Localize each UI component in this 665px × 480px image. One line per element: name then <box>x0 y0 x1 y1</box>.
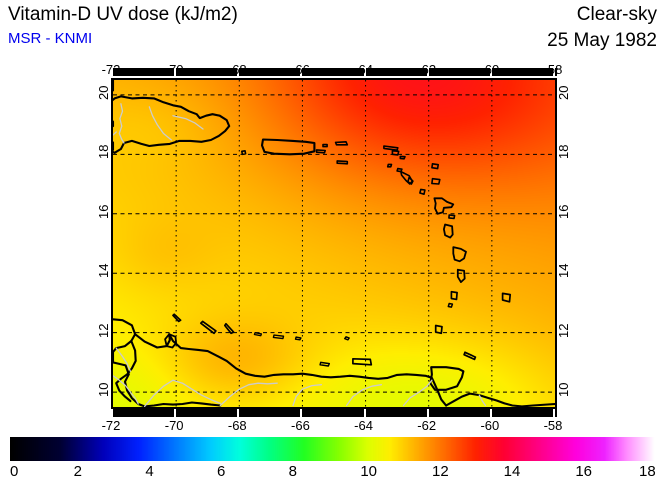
axis-tick <box>174 68 177 76</box>
axis-label-longitude-bottom: -64 <box>354 418 373 433</box>
axis-tick <box>489 409 492 417</box>
colorbar <box>10 437 655 461</box>
internal-borders-layer <box>113 103 487 407</box>
colorbar-tick-label: 10 <box>360 463 378 480</box>
colorbar-tick-label: 6 <box>217 463 226 480</box>
axis-label-longitude-bottom: -68 <box>227 418 247 433</box>
axis-tick <box>426 409 429 417</box>
axis-label-longitude-bottom: -70 <box>164 418 184 433</box>
axis-label-latitude-right: 16 <box>556 204 571 219</box>
coastline-layer <box>113 80 555 407</box>
map-plot-area <box>111 78 557 409</box>
date-label: 25 May 1982 <box>547 30 657 51</box>
colorbar-tick-label: 14 <box>503 463 521 480</box>
axis-tick <box>363 409 366 417</box>
axis-label-longitude-top: -72 <box>101 62 121 77</box>
colorbar-tick-label: 18 <box>639 463 656 480</box>
axis-tick <box>363 68 366 76</box>
axis-label-longitude-bottom: -60 <box>480 418 500 433</box>
axis-tick <box>237 409 240 417</box>
axis-label-latitude-left: 12 <box>96 323 111 338</box>
colorbar-tick-label: 16 <box>575 463 593 480</box>
axis-label-latitude-left: 16 <box>96 204 111 219</box>
axis-tick <box>300 409 303 417</box>
axis-label-longitude-top: -62 <box>417 62 437 77</box>
axis-bottom-ticks <box>111 409 557 417</box>
axis-label-latitude-left: 10 <box>96 382 111 398</box>
map-overlay-layer <box>113 80 555 407</box>
axis-label-longitude-top: -64 <box>354 62 373 77</box>
axis-label-longitude-top: -66 <box>291 62 310 77</box>
axis-label-longitude-top: -68 <box>227 62 247 77</box>
axis-label-longitude-top: -70 <box>164 62 184 77</box>
axis-label-longitude-top: -58 <box>543 62 563 77</box>
colorbar-tick-label: 8 <box>288 463 297 480</box>
axis-label-latitude-left: 18 <box>96 145 111 160</box>
axis-tick <box>553 409 555 417</box>
axis-tick <box>174 409 177 417</box>
axis-label-longitude-bottom: -58 <box>543 418 563 433</box>
axis-label-longitude-bottom: -72 <box>101 418 121 433</box>
axis-tick <box>553 68 555 76</box>
axis-label-latitude-right: 12 <box>556 323 571 338</box>
axis-tick <box>300 68 303 76</box>
colorbar-tick-label: 2 <box>73 463 82 480</box>
axis-label-longitude-bottom: -62 <box>417 418 437 433</box>
page-title: Vitamin-D UV dose (kJ/m2) <box>8 4 238 25</box>
axis-label-longitude-top: -60 <box>480 62 500 77</box>
axis-label-latitude-left: 20 <box>96 85 111 101</box>
colorbar-tick-label: 4 <box>145 463 154 480</box>
axis-label-latitude-left: 14 <box>96 263 111 279</box>
axis-tick <box>111 409 113 417</box>
map-gridlines <box>113 80 555 407</box>
axis-label-latitude-right: 20 <box>556 85 571 101</box>
axis-tick <box>237 68 240 76</box>
axis-label-latitude-right: 10 <box>556 382 571 398</box>
axis-tick <box>489 68 492 76</box>
uv-dose-heatmap <box>113 80 555 407</box>
axis-label-latitude-right: 18 <box>556 145 571 160</box>
sky-condition-label: Clear-sky <box>576 4 657 25</box>
colorbar-tick-label: 12 <box>432 463 449 480</box>
axis-label-longitude-bottom: -66 <box>291 418 310 433</box>
axis-tick <box>426 68 429 76</box>
axis-label-latitude-right: 14 <box>556 263 571 279</box>
colorbar-tick-label: 0 <box>10 463 19 480</box>
axis-tick <box>111 68 113 76</box>
source-label: MSR - KNMI <box>8 30 93 47</box>
axis-top-ticks <box>111 68 557 76</box>
